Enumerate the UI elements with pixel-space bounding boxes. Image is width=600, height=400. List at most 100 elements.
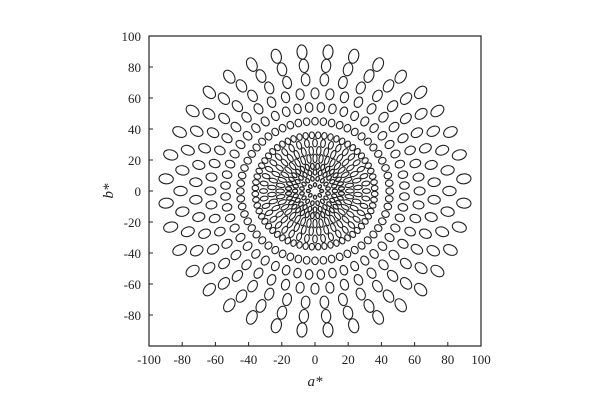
ellipse-marker (189, 125, 204, 137)
ellipse-marker (242, 241, 253, 251)
ellipse-marker (325, 88, 335, 101)
ellipse-marker (299, 165, 306, 173)
ellipse-marker (399, 112, 412, 125)
ellipse-marker (260, 116, 270, 127)
ellipse-marker (261, 173, 271, 180)
ellipse-marker (302, 203, 308, 211)
ellipse-marker (202, 85, 217, 100)
ellipse-marker (319, 188, 325, 194)
ellipse-marker (384, 179, 394, 188)
ellipse-marker (312, 234, 318, 244)
ellipse-markers (158, 44, 472, 338)
ellipse-marker (308, 242, 316, 251)
ellipse-marker (291, 203, 298, 210)
ellipse-marker (230, 249, 242, 261)
ellipse-marker (245, 57, 258, 72)
x-axis-ticks: -100 -80 -60 -40 -20 0 20 40 60 80 100 (137, 342, 491, 367)
ellipse-marker (294, 197, 301, 204)
ellipse-marker (295, 206, 302, 214)
ellipse-marker (394, 213, 406, 223)
ellipse-marker (235, 232, 246, 243)
ellipse-marker (336, 195, 344, 201)
ellipse-marker (264, 165, 274, 173)
ellipse-marker (339, 91, 350, 104)
ellipse-marker (381, 164, 390, 172)
ellipse-marker (338, 137, 346, 146)
ellipse-marker (255, 207, 263, 215)
ellipse-marker (281, 106, 291, 117)
ellipse-marker (329, 158, 336, 168)
ellipse-marker (261, 202, 271, 209)
ellipse-marker (414, 262, 428, 275)
ellipse-marker (306, 154, 312, 164)
ellipse-marker (341, 225, 349, 234)
ellipse-marker (305, 177, 311, 184)
ellipse-marker (305, 188, 311, 194)
ellipse-marker (275, 193, 286, 200)
ellipse-marker (344, 193, 355, 200)
ellipse-marker (337, 75, 348, 90)
ellipse-marker (163, 149, 179, 161)
ellipse-marker (304, 211, 310, 219)
ellipse-marker (307, 169, 313, 177)
ellipse-marker (158, 197, 174, 209)
ellipse-marker (378, 217, 387, 226)
ellipse-marker (296, 241, 303, 249)
ellipse-marker (353, 191, 363, 198)
ellipse-marker (357, 132, 366, 141)
ellipse-marker (312, 138, 318, 148)
y-tick-label: 100 (122, 29, 142, 44)
ellipse-marker (426, 245, 441, 257)
ellipse-marker (413, 282, 428, 297)
ellipse-marker (296, 322, 308, 338)
ellipse-marker (325, 186, 331, 191)
x-tick-label: -80 (174, 352, 191, 367)
ellipse-marker (304, 163, 310, 171)
ellipse-marker (300, 73, 311, 87)
ellipse-marker (390, 149, 401, 159)
y-tick-label: -40 (124, 246, 141, 261)
ellipse-marker (240, 210, 249, 218)
ellipse-marker (224, 213, 236, 223)
ellipse-marker (329, 197, 336, 204)
ellipse-marker (350, 245, 359, 255)
ellipse-marker (284, 236, 292, 245)
x-tick-label: 100 (471, 352, 491, 367)
ellipse-marker (292, 183, 300, 189)
ellipse-marker (383, 202, 393, 211)
ellipse-marker (344, 234, 351, 242)
ellipse-marker (236, 194, 246, 203)
ellipse-marker (308, 145, 314, 156)
ellipse-marker (319, 177, 325, 184)
ellipse-marker (378, 259, 389, 271)
ellipse-marker (258, 212, 266, 220)
ellipse-marker (327, 232, 334, 242)
ellipse-marker (189, 177, 203, 188)
ellipse-marker (328, 168, 335, 176)
ellipse-marker (309, 162, 315, 170)
ellipse-marker (221, 170, 233, 179)
ellipse-marker (264, 81, 275, 95)
ellipse-marker (308, 226, 314, 237)
ellipse-marker (175, 165, 190, 176)
ellipse-marker (335, 143, 342, 153)
ellipse-marker (339, 265, 349, 276)
ellipse-marker (288, 211, 297, 221)
ellipse-marker (357, 241, 366, 250)
ellipse-marker (229, 223, 240, 233)
ellipse-marker (222, 298, 236, 313)
ellipse-marker (276, 305, 288, 320)
ellipse-marker (320, 308, 332, 324)
ellipse-marker (270, 48, 283, 64)
ellipse-marker (261, 217, 269, 225)
ellipse-marker (204, 186, 217, 196)
ellipse-marker (418, 143, 432, 154)
y-tick-label: -20 (124, 215, 141, 230)
ellipse-marker (355, 81, 366, 95)
ellipse-marker (202, 282, 217, 297)
ellipse-marker (221, 203, 233, 212)
ellipse-marker (202, 262, 216, 275)
ellipse-marker (231, 269, 244, 282)
ellipse-marker (221, 133, 233, 144)
ellipse-marker (306, 218, 312, 228)
